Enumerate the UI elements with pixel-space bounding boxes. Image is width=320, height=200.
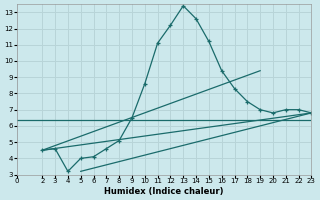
X-axis label: Humidex (Indice chaleur): Humidex (Indice chaleur) — [104, 187, 224, 196]
